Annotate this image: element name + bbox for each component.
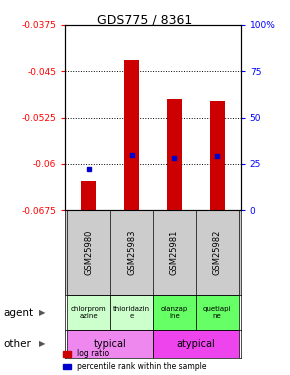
Bar	[153, 330, 239, 358]
Bar	[124, 60, 139, 210]
Text: agent: agent	[3, 308, 33, 318]
Text: chlorprom
azine: chlorprom azine	[71, 306, 107, 319]
Text: olanzap
ine: olanzap ine	[161, 306, 188, 319]
Bar	[67, 330, 153, 358]
Text: other: other	[3, 339, 31, 349]
Bar	[167, 99, 182, 210]
Bar	[210, 101, 225, 210]
Text: typical: typical	[94, 339, 126, 349]
Legend: log ratio, percentile rank within the sample: log ratio, percentile rank within the sa…	[63, 350, 206, 371]
Bar	[67, 295, 110, 330]
Text: quetiapi
ne: quetiapi ne	[203, 306, 231, 319]
Bar	[153, 295, 196, 330]
Text: ▶: ▶	[39, 308, 45, 317]
Bar	[81, 181, 96, 210]
Text: atypical: atypical	[176, 339, 215, 349]
Text: GSM25983: GSM25983	[127, 230, 136, 275]
Bar	[196, 295, 239, 330]
Bar	[110, 295, 153, 330]
Text: thioridazin
e: thioridazin e	[113, 306, 150, 319]
Text: GSM25980: GSM25980	[84, 230, 93, 275]
Text: GSM25982: GSM25982	[213, 230, 222, 275]
Text: ▶: ▶	[39, 339, 45, 348]
Text: GDS775 / 8361: GDS775 / 8361	[97, 13, 193, 26]
Text: GSM25981: GSM25981	[170, 230, 179, 275]
